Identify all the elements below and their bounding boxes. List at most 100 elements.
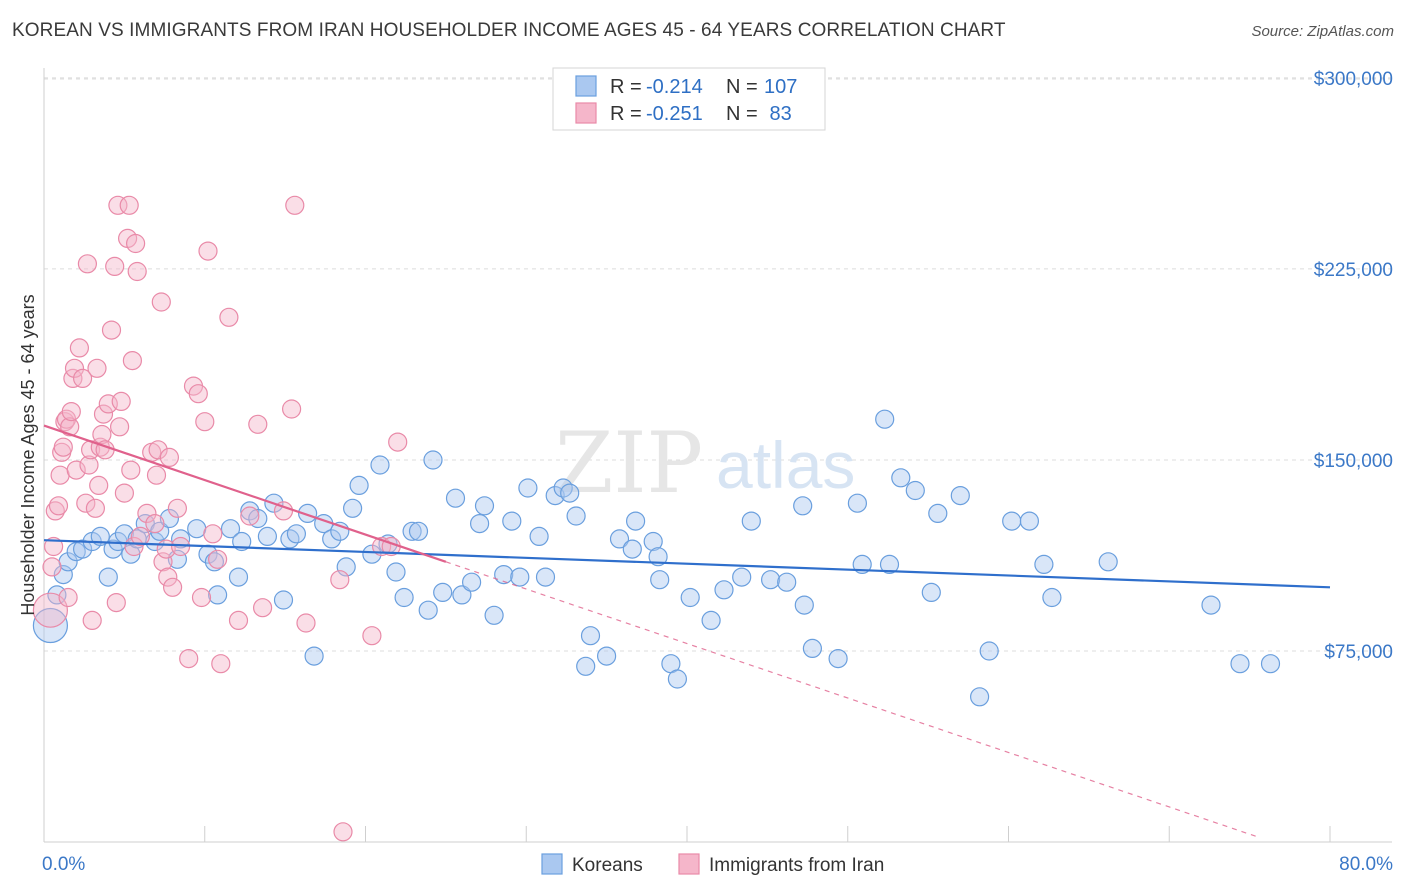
koreans-point-7	[90, 526, 110, 547]
y-tick-label-3: $300,000	[1314, 69, 1393, 90]
iran-point-73	[282, 399, 302, 419]
legend-koreans-r-value: -0.214	[646, 76, 703, 98]
iran-point-25	[89, 475, 109, 495]
koreans-point-2	[53, 564, 73, 585]
koreans-points	[32, 409, 1281, 707]
koreans-point-93	[879, 554, 900, 575]
bottom-legend-swatch-koreans	[541, 853, 563, 875]
iran-point-17	[72, 368, 93, 388]
iran-point-0	[32, 592, 69, 628]
iran-point-48	[145, 513, 165, 534]
iran-point-27	[92, 424, 112, 445]
koreans-point-102	[1019, 511, 1040, 531]
koreans-point-76	[650, 570, 670, 590]
koreans-point-69	[580, 626, 601, 646]
koreans-trend-line	[43, 539, 1331, 589]
koreans-point-8	[98, 567, 118, 587]
koreans-point-70	[596, 646, 617, 666]
koreans-point-40	[343, 498, 363, 518]
koreans-point-42	[362, 544, 382, 564]
iran-point-7	[53, 437, 73, 457]
iran-point-70	[248, 414, 268, 434]
iran-point-40	[121, 460, 141, 480]
koreans-point-90	[847, 493, 868, 513]
y-axis-label: Householder Income Ages 45 - 64 years	[18, 294, 38, 615]
koreans-point-89	[828, 648, 848, 669]
bottom-legend-swatch-iran	[678, 853, 700, 875]
koreans-point-85	[777, 572, 797, 592]
koreans-point-99	[969, 687, 990, 707]
koreans-point-88	[802, 638, 823, 659]
koreans-point-46	[394, 587, 414, 608]
top-legend-box	[552, 67, 826, 131]
iran-points	[32, 195, 408, 842]
iran-point-74	[285, 195, 305, 215]
iran-point-59	[179, 648, 199, 669]
legend-koreans-r-label: R =	[610, 76, 642, 98]
koreans-point-31	[273, 590, 294, 610]
koreans-point-33	[286, 524, 306, 544]
iran-point-45	[130, 526, 150, 547]
koreans-point-64	[545, 486, 565, 506]
iran-point-39	[119, 195, 139, 215]
legend-iran-n-label: N =	[726, 103, 758, 125]
iran-point-23	[85, 498, 106, 518]
iran-point-46	[137, 503, 157, 524]
iran-point-20	[79, 455, 99, 475]
iran-point-12	[61, 402, 81, 422]
y-tick-label-2: $225,000	[1314, 260, 1393, 281]
iran-point-77	[333, 822, 353, 842]
iran-point-22	[82, 610, 102, 631]
koreans-point-25	[228, 567, 249, 587]
koreans-point-58	[494, 564, 514, 585]
iran-point-69	[240, 506, 260, 526]
koreans-point-55	[470, 513, 490, 534]
iran-point-78	[362, 626, 382, 646]
iran-point-63	[195, 412, 215, 432]
koreans-point-97	[928, 503, 948, 524]
iran-point-15	[66, 460, 86, 480]
koreans-point-87	[794, 595, 814, 615]
watermark-zip: ZIP	[555, 414, 703, 512]
iran-point-43	[126, 233, 146, 254]
koreans-point-27	[240, 501, 260, 521]
iran-point-67	[219, 307, 239, 327]
koreans-point-60	[510, 567, 530, 587]
legend-iran-r-label: R =	[610, 103, 642, 125]
watermark-atlas: atlas	[716, 428, 855, 502]
iran-point-3	[45, 501, 65, 521]
koreans-point-78	[667, 669, 688, 689]
iran-point-57	[167, 498, 187, 518]
iran-point-18	[76, 493, 96, 513]
iran-point-37	[114, 483, 135, 503]
koreans-point-32	[280, 529, 300, 549]
koreans-point-83	[741, 511, 761, 531]
koreans-point-94	[891, 468, 911, 488]
iran-point-13	[63, 368, 83, 388]
koreans-point-105	[1098, 552, 1118, 572]
koreans-point-72	[622, 539, 642, 559]
koreans-point-104	[1042, 587, 1062, 608]
iran-point-41	[122, 351, 142, 371]
koreans-point-49	[418, 600, 438, 620]
y-tick-labels: $75,000 $150,000 $225,000 $300,000	[1314, 69, 1393, 663]
iran-point-65	[208, 549, 228, 569]
source-credit: Source: ZipAtlas.com	[1251, 23, 1394, 40]
koreans-point-63	[535, 567, 556, 587]
koreans-point-95	[905, 480, 925, 501]
koreans-point-79	[680, 587, 700, 608]
iran-point-50	[148, 440, 168, 460]
iran-point-75	[296, 613, 316, 633]
bottom-legend: Koreans Immigrants from Iran	[541, 853, 884, 876]
koreans-point-73	[625, 511, 646, 531]
koreans-point-43	[370, 455, 390, 475]
koreans-point-29	[257, 526, 277, 547]
koreans-point-66	[560, 483, 580, 503]
koreans-point-28	[248, 508, 268, 529]
legend-swatch-iran	[575, 102, 597, 124]
x-tick-label-min: 0.0%	[42, 854, 85, 875]
koreans-point-48	[408, 521, 429, 541]
koreans-point-0	[32, 607, 69, 644]
iran-point-68	[228, 610, 249, 631]
